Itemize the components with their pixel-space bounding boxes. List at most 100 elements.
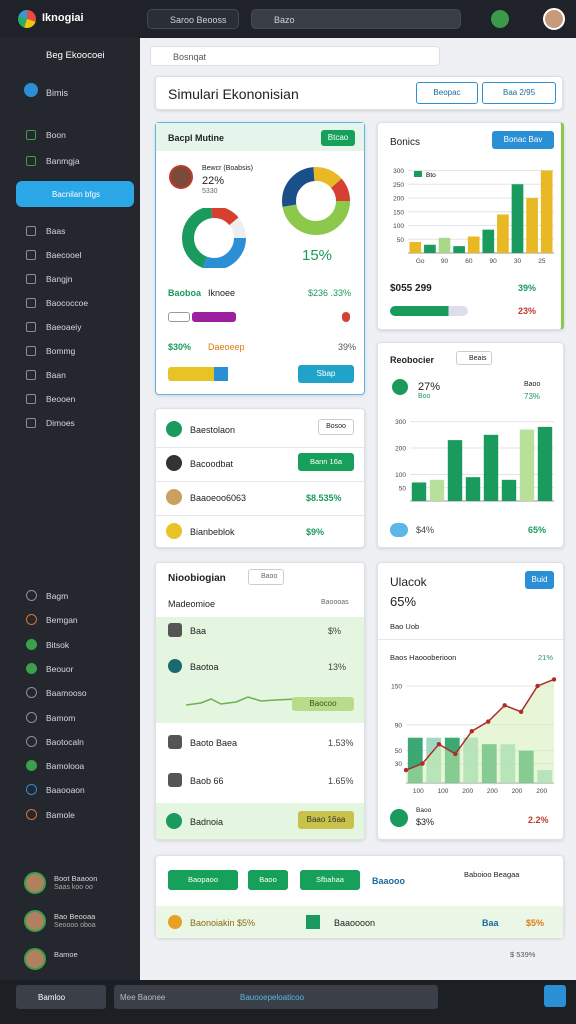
search-box[interactable]: Mee Baonee Bauooepeloaticoo (114, 985, 438, 1009)
button[interactable]: Beopac (416, 82, 478, 104)
row-value: 13% (328, 662, 347, 672)
nav-item[interactable]: Bangjn (46, 274, 73, 284)
nav-item[interactable]: Beouor (46, 663, 74, 674)
person-name: Bewcr (Boabsis) (202, 165, 253, 172)
nav-item[interactable]: Baaooaon (46, 785, 85, 796)
button[interactable]: Baao 16aa (298, 811, 354, 829)
nav-item[interactable]: Bamole (46, 809, 75, 820)
legend: Baos Haoooberioon (390, 653, 457, 662)
button[interactable]: Bann 16a (298, 453, 354, 471)
nav-item[interactable]: Baeoaeiy (46, 322, 82, 332)
button[interactable]: Baopaoo (168, 870, 238, 890)
row-text: Daeoeep (208, 342, 245, 352)
nav-item[interactable]: Dimoes (46, 418, 75, 428)
bar (526, 198, 538, 253)
button[interactable]: Bonac Bav (492, 131, 554, 149)
icon (168, 915, 182, 929)
icon (390, 523, 408, 537)
nav-item[interactable]: Bamom (46, 712, 76, 723)
nav-item[interactable]: Baas (46, 226, 66, 236)
donut (282, 167, 350, 235)
page-title: Simulari Ekononisian (168, 86, 299, 102)
app-icon[interactable] (544, 985, 566, 1007)
bar (409, 242, 422, 253)
nav-item[interactable]: Baotocaln (46, 736, 84, 747)
search-box[interactable]: Baoo (248, 569, 284, 585)
button[interactable]: Bosoo (318, 419, 354, 435)
toolbar-search[interactable]: Bosnqat (150, 46, 440, 66)
main: Bosnqat Simulari Ekononisian Beopac Baa … (140, 38, 576, 980)
logo-text: Iknogiai (42, 12, 84, 24)
footer-right: Baboioo Beagaa (464, 870, 520, 879)
bar-chart: 50 100 200 300 (395, 419, 554, 502)
row-label: Baotoa (190, 662, 219, 672)
link[interactable]: Baaooo (372, 876, 406, 886)
highlight (156, 906, 563, 938)
avatar[interactable] (543, 8, 565, 30)
row-label: Baoto Baea (190, 738, 238, 748)
line-point (436, 741, 442, 747)
row-value: $% (328, 626, 342, 636)
footer-card: Baaooo Baboioo Beagaa Baonoiakin $5% Baa… (155, 855, 564, 938)
bar-chart: 50 100 150 200 250 300 Go 90 60 90 30 25 Bto (393, 168, 554, 265)
x-tick-label: 200 (487, 788, 498, 795)
active-item[interactable] (16, 181, 134, 207)
nav-item[interactable]: Beooen (46, 394, 76, 404)
avatar (169, 165, 193, 189)
button[interactable]: Baoo (248, 870, 288, 890)
button[interactable]: Bamloo (16, 985, 106, 1009)
nav-icon (26, 394, 36, 404)
nav-item[interactable]: Baecooel (46, 250, 82, 260)
nav-item[interactable]: Bommg (46, 346, 76, 356)
legend: 21% (538, 653, 554, 662)
avatar (24, 872, 46, 894)
nav-item[interactable]: Boon (46, 130, 66, 140)
nav-item[interactable]: Bacnilan bfgs (52, 190, 101, 199)
donut (182, 208, 246, 268)
avatar (24, 948, 46, 970)
icon (168, 773, 182, 787)
nav-item[interactable]: Bemgan (46, 615, 78, 626)
nav-icon (26, 298, 36, 308)
item-label: Baestolaon (190, 425, 236, 435)
nav-item[interactable]: Banmgja (46, 156, 80, 166)
bottom-bar: Bamloo Mee Baonee Bauooepeloaticoo (0, 980, 576, 1024)
nav-icon (26, 662, 37, 674)
button[interactable]: Baa 2/95 (482, 82, 556, 104)
line-point (420, 761, 425, 766)
footer-text: Badnoia (190, 817, 224, 827)
nav-icon (26, 130, 36, 140)
search-box[interactable]: Saroo Beooss (147, 9, 239, 29)
dropdown[interactable]: Bao Uob (390, 622, 420, 631)
button[interactable]: Sbap (298, 365, 354, 383)
nav-item[interactable]: Bitsok (46, 639, 70, 650)
nav-icon (26, 346, 36, 356)
button[interactable]: Sfbahaa (300, 870, 360, 890)
search-text: Saroo Beooss (170, 15, 227, 25)
nav-icon (26, 808, 37, 820)
bar (511, 184, 524, 253)
line-chart: 30 50 90 150 100 100 200 200 200 200 (391, 677, 557, 795)
icon (166, 523, 182, 539)
card-title: Bonics (390, 137, 421, 148)
button[interactable]: Btcao (321, 130, 355, 146)
center-text: Bauooepeloaticoo (240, 993, 305, 1002)
stat: 27% (418, 381, 441, 393)
item-value: $8.535% (306, 493, 342, 503)
button[interactable]: Buid (525, 571, 554, 589)
search-box[interactable]: Bazo (251, 9, 461, 29)
search-box[interactable]: Beais (456, 351, 492, 365)
nav-item[interactable]: Baan (46, 370, 66, 380)
button[interactable]: Baocoo (292, 697, 354, 711)
icon (166, 489, 182, 505)
bar (453, 246, 465, 253)
nav-item[interactable]: Bagm (46, 591, 69, 601)
nav-item[interactable]: Bamolooa (46, 761, 85, 772)
bar (483, 434, 499, 501)
nav-item[interactable]: Baococcoe (46, 298, 89, 308)
x-tick-label: Go (416, 258, 425, 265)
search-text: Bazo (274, 15, 295, 25)
nav-item[interactable]: Bimis (46, 88, 68, 98)
nav-item[interactable]: Baamooso (46, 688, 87, 699)
notify-icon[interactable] (491, 10, 509, 28)
